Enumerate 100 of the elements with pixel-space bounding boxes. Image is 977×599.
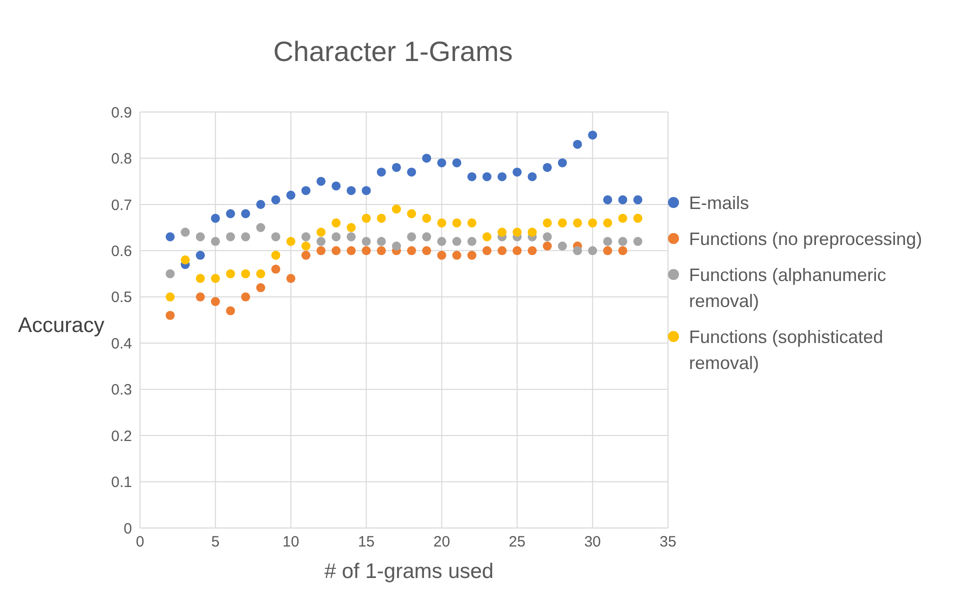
point bbox=[558, 218, 567, 228]
point bbox=[572, 218, 582, 228]
point bbox=[558, 158, 567, 168]
legend-label: Functions (no preprocessing) bbox=[689, 228, 922, 251]
point bbox=[452, 218, 462, 228]
x-tick-label: 20 bbox=[433, 534, 450, 551]
point bbox=[437, 250, 446, 260]
point bbox=[603, 236, 612, 246]
point bbox=[498, 172, 507, 182]
point bbox=[362, 236, 371, 246]
point bbox=[467, 250, 476, 260]
point bbox=[166, 292, 175, 302]
point bbox=[572, 246, 582, 256]
point bbox=[588, 246, 598, 256]
point bbox=[467, 218, 476, 228]
point bbox=[226, 269, 236, 278]
y-tick-label: 0.8 bbox=[111, 150, 132, 168]
point bbox=[180, 255, 190, 264]
point bbox=[542, 162, 552, 172]
point bbox=[196, 250, 205, 260]
point bbox=[346, 246, 356, 256]
y-tick-label: 0 bbox=[124, 520, 132, 538]
point bbox=[407, 246, 416, 256]
point bbox=[618, 246, 628, 256]
point bbox=[316, 236, 326, 246]
legend-label: Functions (alphanumeric removal) bbox=[689, 264, 888, 313]
point bbox=[210, 297, 220, 306]
point bbox=[286, 190, 296, 200]
point bbox=[452, 236, 462, 246]
point bbox=[558, 242, 567, 251]
point bbox=[528, 246, 537, 256]
point bbox=[316, 228, 326, 237]
point bbox=[452, 250, 462, 260]
point bbox=[467, 236, 476, 246]
point bbox=[346, 232, 356, 242]
point bbox=[256, 283, 266, 292]
point bbox=[166, 310, 175, 320]
point bbox=[376, 168, 386, 177]
point bbox=[618, 195, 628, 204]
point bbox=[422, 214, 432, 223]
y-tick-label: 0.2 bbox=[111, 428, 132, 445]
point bbox=[512, 246, 522, 256]
y-tick-label: 0.5 bbox=[111, 289, 132, 306]
point bbox=[542, 242, 552, 251]
point bbox=[376, 236, 386, 246]
y-tick-label: 0.1 bbox=[111, 474, 132, 492]
point bbox=[512, 228, 522, 237]
point bbox=[512, 168, 522, 177]
point bbox=[437, 236, 446, 246]
x-tick-label: 35 bbox=[660, 534, 676, 551]
x-tick-label: 10 bbox=[282, 534, 300, 551]
point bbox=[376, 246, 386, 256]
point bbox=[437, 218, 446, 228]
point bbox=[467, 172, 476, 182]
point bbox=[301, 242, 310, 251]
chart-title: Character 1-Grams bbox=[272, 36, 514, 68]
point bbox=[618, 214, 628, 223]
point bbox=[332, 232, 341, 242]
point bbox=[588, 218, 598, 228]
y-tick-label: 0.9 bbox=[111, 104, 132, 122]
point bbox=[210, 274, 220, 283]
point bbox=[301, 186, 310, 196]
point bbox=[241, 209, 250, 218]
point bbox=[542, 218, 552, 228]
x-tick-label: 5 bbox=[211, 534, 220, 551]
x-axis-title: # of 1-grams used bbox=[323, 560, 495, 584]
point bbox=[332, 181, 341, 190]
point bbox=[226, 306, 236, 316]
point bbox=[241, 292, 250, 302]
point bbox=[271, 195, 280, 204]
point bbox=[422, 232, 432, 242]
point bbox=[256, 200, 266, 209]
point bbox=[603, 246, 612, 256]
point bbox=[528, 172, 537, 182]
point bbox=[633, 236, 642, 246]
point bbox=[437, 158, 446, 168]
point bbox=[392, 204, 401, 214]
point bbox=[196, 232, 205, 242]
point bbox=[332, 246, 341, 256]
point bbox=[241, 232, 250, 242]
point bbox=[452, 158, 462, 168]
point bbox=[286, 236, 296, 246]
point bbox=[210, 214, 220, 223]
x-tick-label: 25 bbox=[508, 534, 526, 551]
point bbox=[286, 274, 296, 283]
point bbox=[226, 209, 236, 218]
point bbox=[392, 162, 401, 172]
point bbox=[316, 246, 326, 256]
legend-label: E-mails bbox=[689, 192, 750, 215]
x-tick-label: 30 bbox=[584, 534, 601, 551]
y-tick-label: 0.6 bbox=[111, 242, 132, 260]
point bbox=[196, 274, 205, 283]
x-tick-label: 15 bbox=[358, 534, 375, 551]
point bbox=[332, 218, 341, 228]
x-tick-label: 0 bbox=[136, 534, 144, 551]
point bbox=[256, 223, 266, 232]
point bbox=[166, 232, 175, 242]
point bbox=[482, 246, 492, 256]
point bbox=[572, 140, 582, 149]
point bbox=[603, 195, 612, 204]
